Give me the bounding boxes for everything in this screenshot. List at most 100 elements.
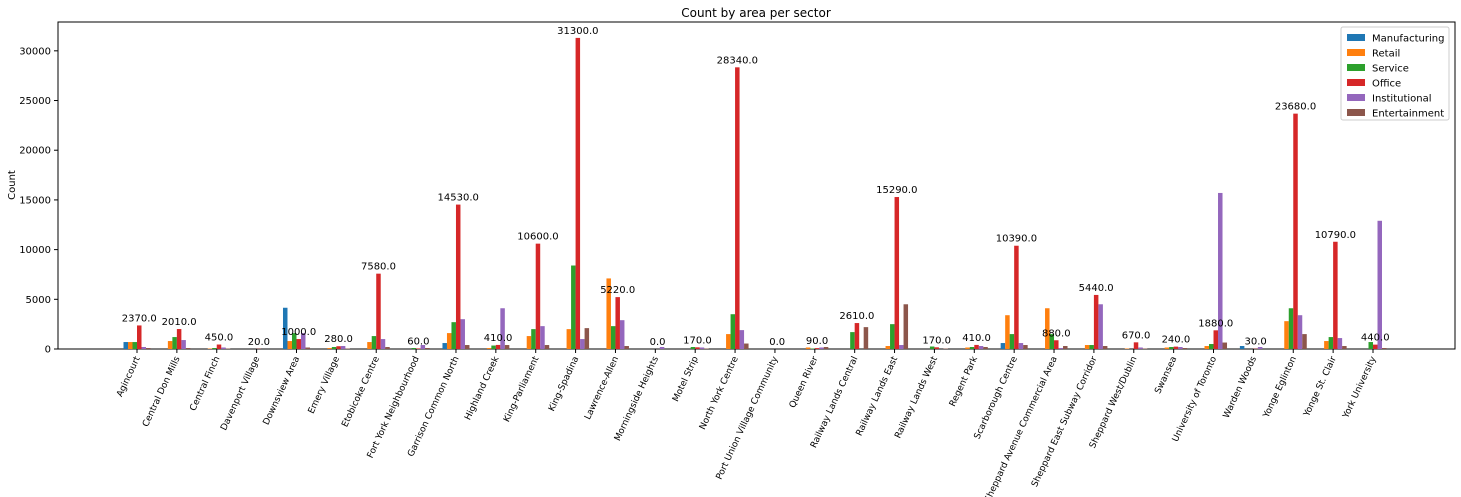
- bar-value-label: 10390.0: [996, 234, 1037, 245]
- x-tick-label: Lawrence-Allen: [583, 355, 621, 421]
- bar-service: [1089, 345, 1094, 349]
- bar-retail: [606, 278, 611, 349]
- bar-retail: [1005, 315, 1010, 349]
- bar-retail: [446, 333, 452, 349]
- bar-institutional: [1297, 315, 1303, 349]
- bar-office: [376, 273, 381, 349]
- bar-value-label: 440.0: [1361, 333, 1390, 344]
- bar-service: [850, 332, 855, 349]
- bar-service: [1209, 344, 1214, 349]
- bar-retail: [1324, 341, 1329, 349]
- bar-entertainment: [1023, 345, 1028, 349]
- bar-institutional: [1337, 338, 1343, 349]
- bar-value-label: 670.0: [1122, 330, 1151, 341]
- bar-entertainment: [624, 346, 629, 349]
- bar-institutional: [340, 346, 346, 349]
- bar-service: [1328, 337, 1334, 349]
- bar-service: [1368, 342, 1373, 349]
- bar-service: [371, 336, 377, 349]
- bar-entertainment: [863, 327, 869, 349]
- x-tick-label: Railway Lands West: [893, 355, 940, 441]
- bar-entertainment: [1222, 342, 1228, 349]
- legend-label: Entertainment: [1372, 109, 1444, 120]
- bar-office: [336, 346, 341, 349]
- bar-value-label: 10790.0: [1315, 230, 1356, 241]
- bar-entertainment: [425, 348, 430, 349]
- bar-entertainment: [385, 347, 390, 349]
- bar-entertainment: [1342, 346, 1347, 349]
- bar-institutional: [1257, 347, 1263, 349]
- bar-entertainment: [1302, 334, 1307, 349]
- bar-retail: [367, 342, 372, 349]
- legend-box: [1340, 26, 1450, 121]
- bar-service: [610, 326, 616, 349]
- x-tick-label: Morningside Heights: [613, 355, 661, 443]
- bar-institutional: [1058, 348, 1064, 349]
- bar-manufacturing: [123, 342, 128, 349]
- bar-office: [495, 344, 501, 349]
- bar-manufacturing: [282, 307, 288, 349]
- bar-value-label: 280.0: [324, 334, 353, 345]
- x-tick-label: Swansea: [1153, 355, 1179, 396]
- legend-swatch-retail: [1347, 49, 1365, 56]
- bar-office: [1213, 330, 1219, 349]
- x-tick-label: King-Spadina: [547, 355, 581, 413]
- bar-value-label: 170.0: [922, 335, 951, 346]
- bar-value-label: 1880.0: [1198, 318, 1233, 329]
- bar-institutional: [699, 347, 705, 349]
- bar-institutional: [739, 330, 745, 349]
- bar-office: [216, 344, 222, 349]
- bar-entertainment: [903, 304, 909, 349]
- legend-swatch-manufacturing: [1347, 34, 1365, 41]
- y-tick-label: 25000: [19, 96, 51, 107]
- y-tick-label: 30000: [19, 46, 51, 57]
- bar-retail: [167, 341, 173, 349]
- x-tick-label: Queen River: [788, 355, 821, 410]
- legend-label: Institutional: [1372, 94, 1432, 105]
- bar-retail: [1204, 346, 1210, 349]
- bar-office: [1333, 241, 1338, 349]
- x-tick-label: Scarborough Centre: [973, 355, 1020, 441]
- bar-value-label: 20.0: [248, 337, 270, 348]
- bar-service: [690, 347, 696, 349]
- bar-service: [411, 348, 417, 349]
- x-tick-label: Highland Creek: [463, 354, 502, 422]
- x-tick-label: Railway Lands East: [855, 355, 901, 438]
- bar-retail: [287, 341, 292, 349]
- bar-value-label: 410.0: [962, 333, 991, 344]
- bar-office: [974, 344, 979, 349]
- x-tick-label: Agincourt: [115, 355, 143, 399]
- bar-entertainment: [1102, 346, 1108, 349]
- bar-service: [451, 322, 456, 349]
- x-tick-label: Central Don Mills: [141, 355, 183, 429]
- bar-entertainment: [544, 345, 550, 349]
- bar-institutional: [1218, 192, 1223, 349]
- bar-institutional: [1018, 343, 1024, 349]
- bar-office: [695, 347, 700, 349]
- bar-office: [1373, 344, 1378, 349]
- bar-retail: [526, 336, 532, 349]
- x-tick-label: Railway Lands Central: [809, 355, 860, 450]
- bar-service: [890, 324, 895, 349]
- bar-office: [296, 339, 301, 349]
- bar-retail: [1164, 347, 1170, 349]
- y-tick-label: 15000: [19, 195, 51, 206]
- legend-label: Manufacturing: [1372, 34, 1444, 45]
- bar-entertainment: [1382, 348, 1387, 349]
- bar-entertainment: [584, 328, 590, 349]
- x-tick-label: Etobicoke Centre: [340, 355, 382, 429]
- bar-value-label: 170.0: [683, 335, 712, 346]
- x-tick-label: Central Finch: [188, 355, 222, 413]
- bar-value-label: 0.0: [650, 337, 666, 348]
- y-axis-label: Count: [7, 170, 18, 200]
- x-tick-label: North York Centre: [698, 355, 741, 432]
- legend-label: Service: [1372, 64, 1409, 75]
- bar-value-label: 5440.0: [1079, 283, 1114, 294]
- bar-value-label: 240.0: [1162, 335, 1191, 346]
- bar-entertainment: [504, 345, 510, 349]
- x-tick-label: Yonge St. Clair: [1302, 355, 1339, 419]
- bar-office: [1093, 294, 1099, 349]
- x-tick-label: Yonge Eglinton: [1261, 355, 1299, 420]
- bar-retail: [1084, 345, 1090, 349]
